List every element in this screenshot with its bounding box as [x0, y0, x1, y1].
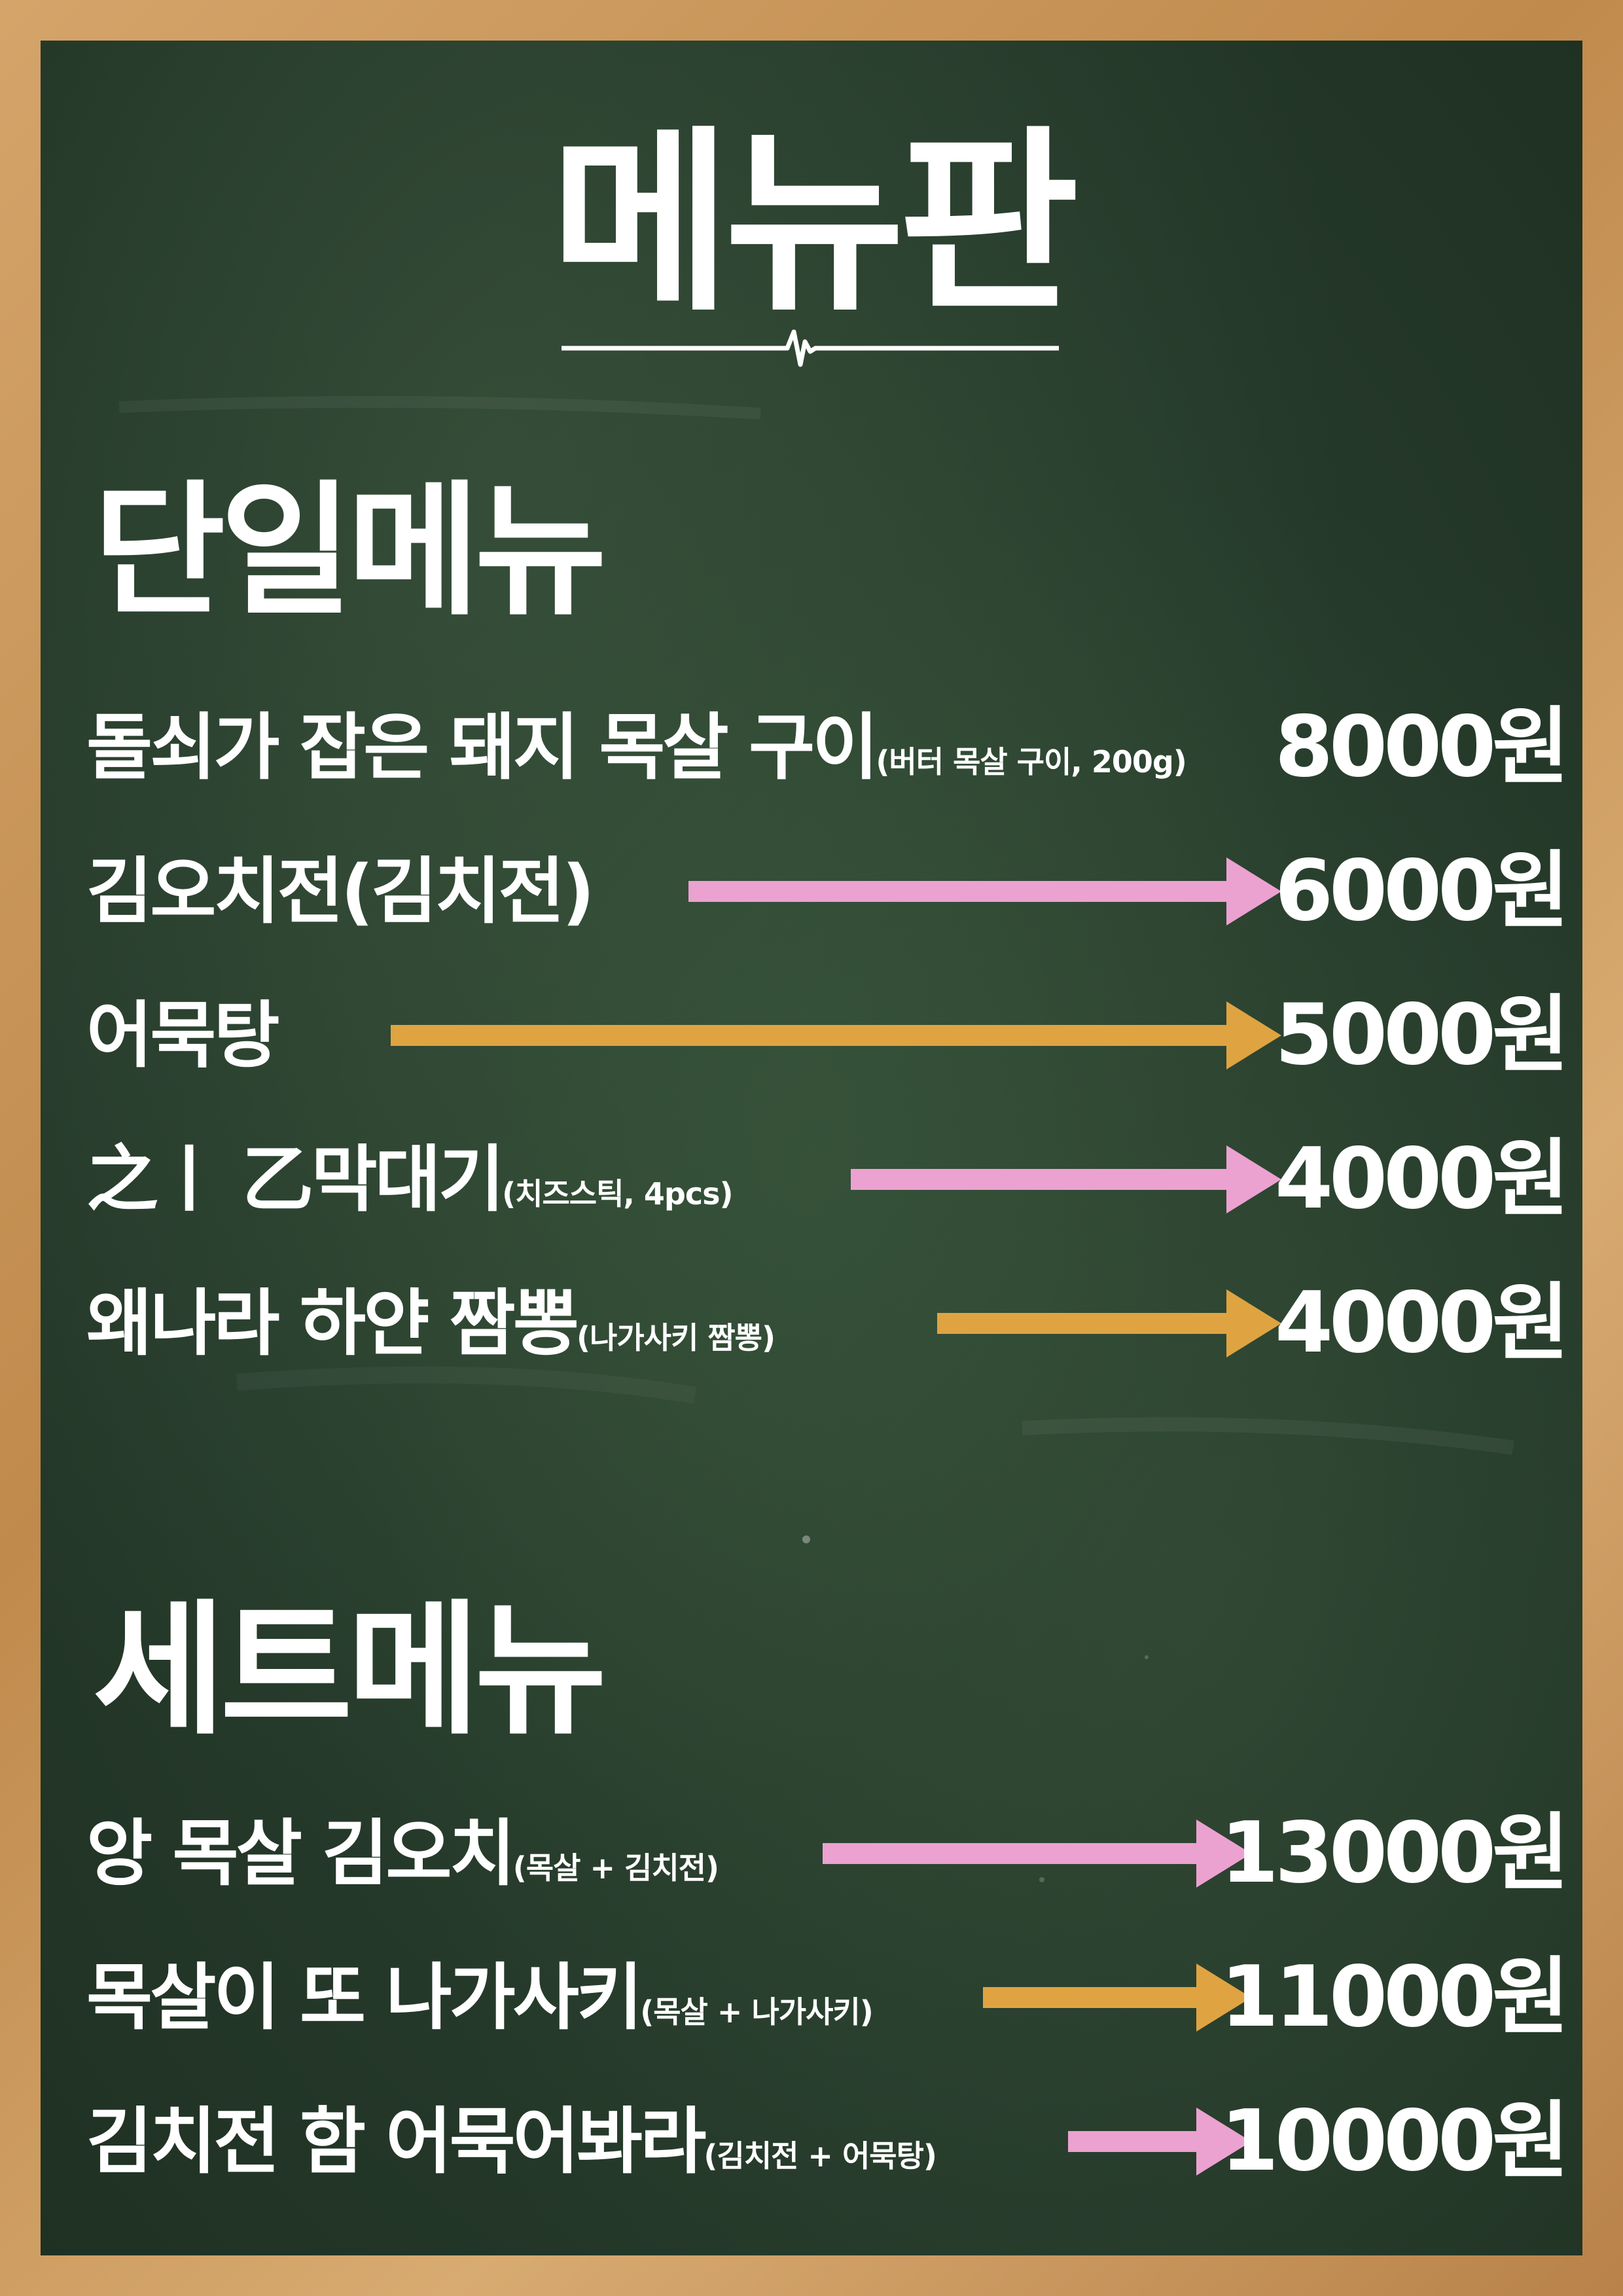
menu-item-price: 6000원: [1274, 842, 1569, 940]
menu-item: 목살이 또 나가사키(목살 + 나가사키) 11000원: [86, 1945, 1569, 2050]
section-title-single-menu: 단일메뉴: [93, 467, 607, 635]
chalkboard: 메뉴판 단일메뉴 돌쇠가 잡은 돼지 목살 구이(버터 목살 구이, 200g)…: [41, 41, 1582, 2255]
arrow-icon: [983, 1964, 1251, 2032]
menu-item-price: 11000원: [1220, 1948, 1569, 2046]
arrow-icon: [937, 1289, 1281, 1357]
menu-item: 어묵탕 5000원: [86, 983, 1569, 1088]
menu-item-note: (버터 목살 구이, 200g): [876, 744, 1186, 780]
menu-item: 之ㅣ 乙막대기(치즈스틱, 4pcs) 4000원: [86, 1127, 1569, 1232]
menu-item-note: (김치전 + 어묵탕): [704, 2138, 937, 2174]
menu-item: 김오치전(김치전) 6000원: [86, 839, 1569, 944]
menu-item-price: 4000원: [1274, 1130, 1569, 1228]
menu-item-name: 김오치전(김치전): [86, 850, 595, 933]
menu-item-name: 앙 목살 김오치(목살 + 김치전): [86, 1812, 719, 1895]
menu-item: 돌쇠가 잡은 돼지 목살 구이(버터 목살 구이, 200g) 8000원: [86, 695, 1569, 800]
menu-item-name: 왜나라 하얀 짬뽕(나가사키 짬뽕): [86, 1282, 776, 1365]
menu-item-note: (치즈스틱, 4pcs): [502, 1176, 733, 1211]
arrow-icon: [823, 1820, 1251, 1888]
menu-item-note: (나가사키 짬뽕): [577, 1320, 776, 1355]
menu-item-price: 8000원: [1274, 698, 1569, 796]
menu-item-note: (목살 + 김치전): [512, 1850, 719, 1886]
section-title-set-menu: 세트메뉴: [93, 1587, 607, 1754]
menu-item: 김치전 함 어묵어봐라(김치전 + 어묵탕) 10000원: [86, 2089, 1569, 2194]
menu-item-price: 10000원: [1220, 2092, 1569, 2190]
arrow-icon: [688, 857, 1281, 925]
menu-item-note: (목살 + 나가사키): [640, 1994, 874, 2030]
menu-item: 왜나라 하얀 짬뽕(나가사키 짬뽕) 4000원: [86, 1271, 1569, 1376]
menu-item: 앙 목살 김오치(목살 + 김치전) 13000원: [86, 1801, 1569, 1906]
menu-item-name: 돌쇠가 잡은 돼지 목살 구이(버터 목살 구이, 200g): [86, 706, 1187, 789]
menu-item-price: 4000원: [1274, 1274, 1569, 1372]
menu-board-title: 메뉴판: [550, 109, 1079, 338]
arrow-icon: [851, 1145, 1281, 1213]
title-heartbeat-underline: [562, 329, 1059, 367]
menu-item-name: 之ㅣ 乙막대기(치즈스틱, 4pcs): [86, 1138, 734, 1221]
menu-item-name: 김치전 함 어묵어봐라(김치전 + 어묵탕): [86, 2100, 937, 2183]
menu-item-price: 13000원: [1220, 1804, 1569, 1902]
menu-item-name: 어묵탕: [86, 994, 280, 1077]
menu-item-price: 5000원: [1274, 986, 1569, 1084]
arrow-icon: [391, 1001, 1281, 1069]
menu-item-name: 목살이 또 나가사키(목살 + 나가사키): [86, 1956, 874, 2039]
arrow-icon: [1068, 2108, 1251, 2176]
